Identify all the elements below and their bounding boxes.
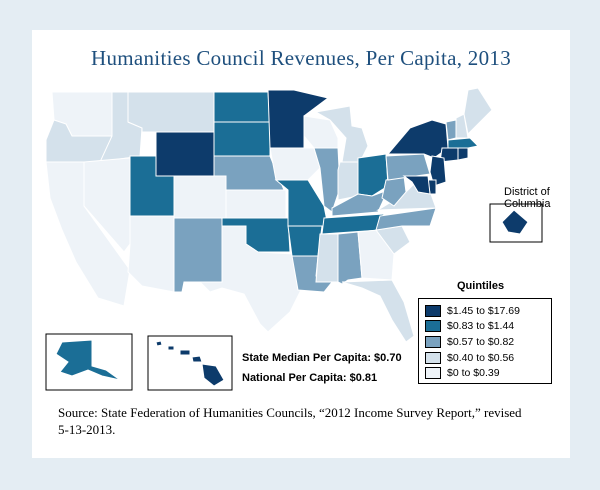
legend-label-1: $1.45 to $17.69 [447, 304, 520, 317]
state-AZ[interactable] [127, 215, 175, 293]
legend-swatch-3 [425, 335, 441, 348]
state-PA[interactable] [385, 153, 431, 181]
state-ME[interactable] [463, 87, 493, 136]
state-MI[interactable] [314, 105, 369, 163]
state-VT[interactable] [445, 119, 457, 141]
legend-swatch-2 [425, 320, 441, 333]
stats-block: State Median Per Capita: $0.70 National … [242, 348, 402, 388]
legend-item: $0.83 to $1.44 [425, 319, 545, 335]
legend-swatch-1 [425, 304, 441, 317]
state-TX[interactable] [198, 225, 303, 333]
state-SD[interactable] [213, 121, 271, 157]
legend-item: $1.45 to $17.69 [425, 303, 545, 319]
legend-label-4: $0.40 to $0.56 [447, 351, 515, 364]
legend-swatch-4 [425, 351, 441, 364]
state-NM[interactable] [173, 217, 223, 293]
source-note: Source: State Federation of Humanities C… [58, 405, 522, 437]
legend-label-5: $0 to $0.39 [447, 367, 500, 380]
state-MT[interactable] [127, 91, 215, 133]
legend: $1.45 to $17.69 $0.83 to $1.44 $0.57 to … [418, 298, 552, 384]
state-MA[interactable] [447, 137, 480, 149]
state-OH[interactable] [357, 153, 389, 197]
state-AR[interactable] [287, 225, 323, 257]
legend-label-2: $0.83 to $1.44 [447, 320, 515, 333]
state-MS[interactable] [315, 233, 339, 283]
state-WY[interactable] [155, 131, 215, 177]
legend-label-3: $0.57 to $0.82 [447, 335, 515, 348]
state-IN[interactable] [337, 161, 359, 201]
state-NJ[interactable] [429, 155, 447, 187]
state-FL[interactable] [341, 279, 415, 343]
state-CO[interactable] [173, 175, 227, 219]
map-title: Humanities Council Revenues, Per Capita,… [90, 46, 511, 70]
state-NY[interactable] [386, 119, 449, 159]
state-NC[interactable] [375, 207, 437, 231]
state-median-stat: State Median Per Capita: $0.70 [242, 352, 402, 364]
state-MD[interactable] [402, 175, 431, 195]
legend-item: $0 to $0.39 [425, 365, 545, 381]
state-RI[interactable] [457, 147, 469, 161]
state-HI[interactable] [155, 340, 225, 387]
dc-label: District of Columbia [504, 186, 551, 210]
legend-item: $0.40 to $0.56 [425, 350, 545, 366]
state-AK[interactable] [55, 339, 121, 381]
map-card: Humanities Council Revenues, Per Capita,… [32, 30, 570, 458]
legend-item: $0.57 to $0.82 [425, 334, 545, 350]
us-map [45, 87, 543, 391]
state-IA[interactable] [269, 147, 321, 181]
state-ND[interactable] [213, 91, 271, 123]
state-NV[interactable] [83, 157, 131, 253]
legend-title: Quintiles [457, 280, 505, 292]
state-DC[interactable] [501, 209, 529, 235]
legend-swatch-5 [425, 367, 441, 380]
national-stat: National Per Capita: $0.81 [242, 372, 378, 384]
state-KS[interactable] [225, 189, 287, 219]
